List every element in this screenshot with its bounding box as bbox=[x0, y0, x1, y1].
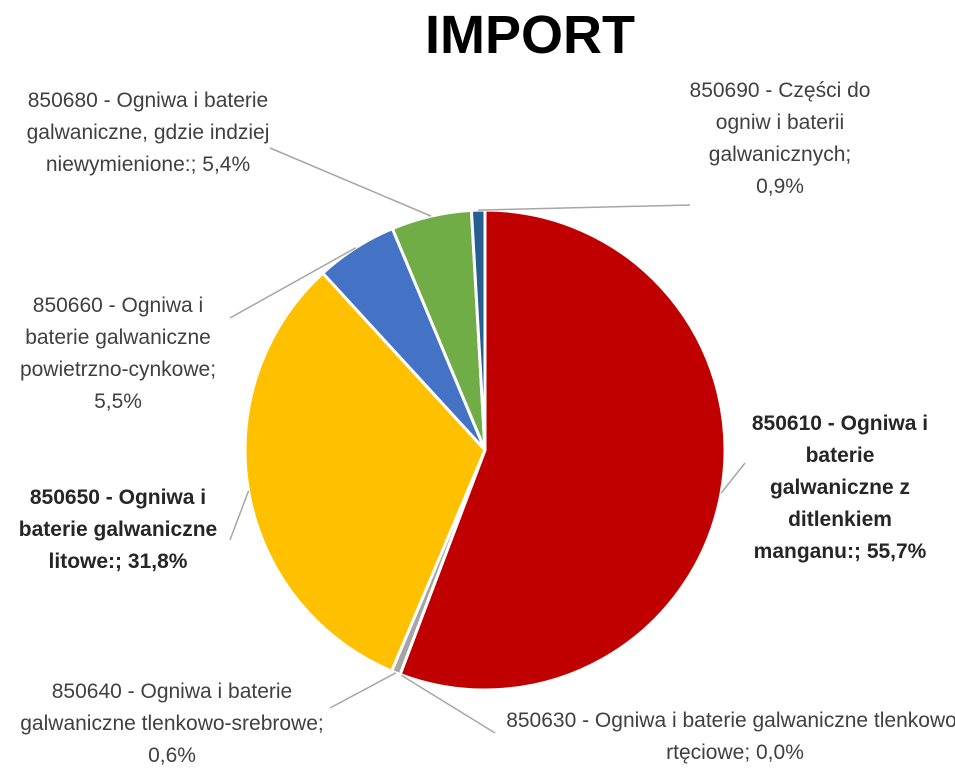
label-category: 850660 - Ogniwa i baterie galwaniczne po… bbox=[19, 294, 217, 381]
label-category: 850680 - Ogniwa i baterie galwaniczne, g… bbox=[26, 89, 270, 176]
leader-line bbox=[399, 673, 496, 734]
data-label: 850690 - Części do ogniw i baterii galwa… bbox=[685, 75, 875, 203]
leader-line bbox=[269, 147, 432, 217]
leader-line bbox=[229, 247, 357, 319]
data-label: 850660 - Ogniwa i baterie galwaniczne po… bbox=[18, 290, 218, 418]
pie-slice bbox=[398, 208, 727, 692]
data-label: 850640 - Ogniwa i baterie galwaniczne tl… bbox=[12, 676, 332, 772]
label-value: 0,9% bbox=[756, 175, 804, 198]
label-value: 31,8% bbox=[127, 550, 188, 573]
data-label: 850650 - Ogniwa i baterie galwaniczne li… bbox=[18, 482, 218, 578]
label-value: 55,7% bbox=[866, 540, 927, 563]
label-category: 850640 - Ogniwa i baterie galwaniczne tl… bbox=[20, 680, 324, 735]
label-category: 850630 - Ogniwa i baterie galwaniczne tl… bbox=[506, 709, 955, 764]
data-label: 850610 - Ogniwa i baterie galwaniczne z … bbox=[745, 408, 935, 568]
label-value: 0,0% bbox=[756, 741, 804, 764]
label-value: 5,5% bbox=[94, 390, 142, 413]
data-label: 850680 - Ogniwa i baterie galwaniczne, g… bbox=[18, 85, 278, 181]
chart-title: IMPORT bbox=[425, 5, 635, 65]
leader-line bbox=[329, 672, 397, 709]
label-value: 5,4% bbox=[202, 153, 251, 176]
leader-line bbox=[478, 204, 691, 211]
data-label: 850630 - Ogniwa i baterie galwaniczne tl… bbox=[500, 705, 955, 769]
label-category: 850650 - Ogniwa i baterie galwaniczne li… bbox=[18, 486, 218, 573]
leader-line bbox=[720, 462, 746, 494]
label-category: 850690 - Części do ogniw i baterii galwa… bbox=[689, 79, 871, 166]
label-value: 0,6% bbox=[148, 744, 196, 767]
leader-line bbox=[229, 490, 250, 541]
label-category: 850610 - Ogniwa i baterie galwaniczne z … bbox=[751, 412, 929, 563]
pie-slice bbox=[243, 270, 487, 674]
